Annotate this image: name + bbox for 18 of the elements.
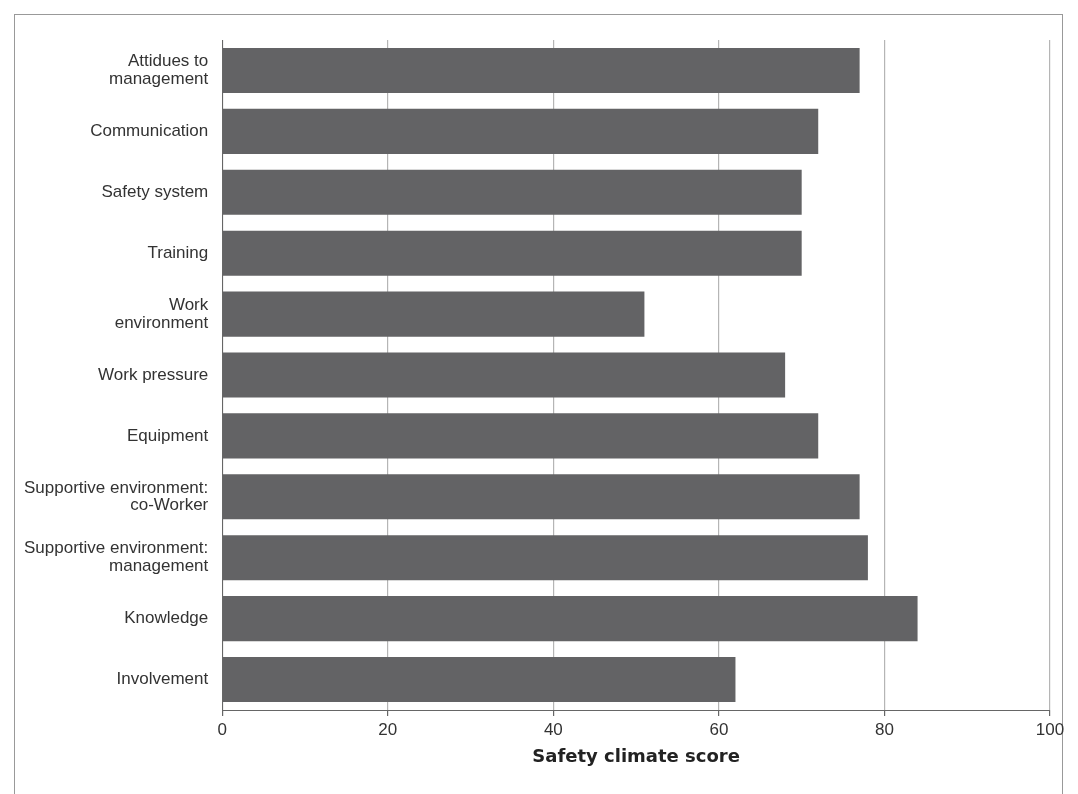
y-tick-label: Work pressure [98,364,209,384]
y-tick-label: Safety system [101,181,209,201]
y-tick-label: Knowledge [124,608,209,628]
y-tick-label: Involvement [116,669,209,689]
y-tick-label: Attidues to management [109,51,209,89]
x-tick-label: 100 [1035,719,1065,739]
x-axis-title: Safety climate score [532,744,740,766]
x-tick-label: 0 [217,719,227,739]
x-tick-label: 60 [709,719,729,739]
x-tick-label: 40 [543,719,563,739]
y-tick-label: Supportive environment: management [23,538,209,576]
y-tick-label: Training [147,242,209,262]
y-tick-label: Communication [90,121,209,141]
x-tick-label: 80 [874,719,894,739]
y-tick-label: Equipment [126,425,209,445]
y-tick-label: Work environment [114,294,209,332]
y-tick-label: Supportive environment: co-Worker [23,477,209,515]
x-tick-label: 20 [378,719,398,739]
